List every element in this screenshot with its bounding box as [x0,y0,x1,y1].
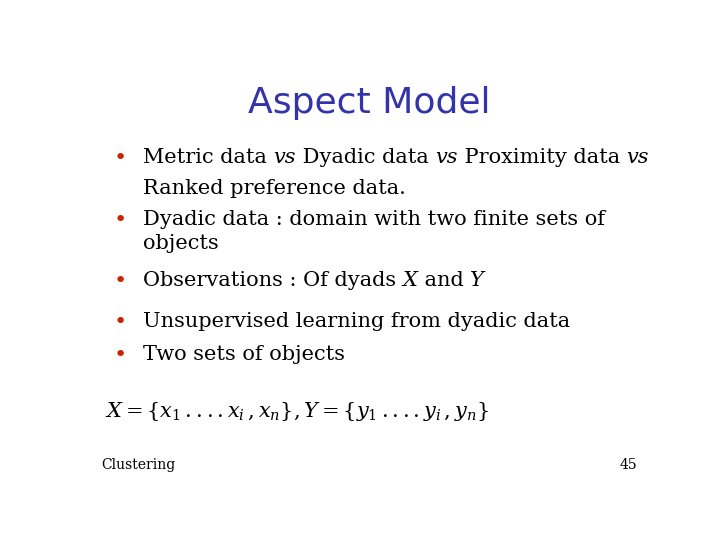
Text: Unsupervised learning from dyadic data: Unsupervised learning from dyadic data [143,312,570,331]
Text: Dyadic data: Dyadic data [296,148,436,167]
Text: •: • [114,346,127,366]
Text: vs: vs [626,148,649,167]
Text: Aspect Model: Aspect Model [248,85,490,119]
Text: Metric data: Metric data [143,148,274,167]
Text: Proximity data: Proximity data [458,148,626,167]
Text: 45: 45 [619,458,637,472]
Text: Dyadic data : domain with two finite sets of
objects: Dyadic data : domain with two finite set… [143,210,605,253]
Text: Y: Y [470,271,484,289]
Text: •: • [114,312,127,332]
Text: Clustering: Clustering [101,458,176,472]
Text: X: X [402,271,418,289]
Text: •: • [114,271,127,291]
Text: Ranked preference data.: Ranked preference data. [143,179,406,198]
Text: $X = \{x_1 \,....x_i\, , x_n\}, Y = \{y_1 \,....y_i\, , y_n\}$: $X = \{x_1 \,....x_i\, , x_n\}, Y = \{y_… [104,400,488,422]
Text: vs: vs [436,148,458,167]
Text: and: and [418,271,470,289]
Text: •: • [114,210,127,231]
Text: Two sets of objects: Two sets of objects [143,346,345,365]
Text: •: • [114,148,127,168]
Text: vs: vs [274,148,296,167]
Text: Observations : Of dyads: Observations : Of dyads [143,271,402,289]
